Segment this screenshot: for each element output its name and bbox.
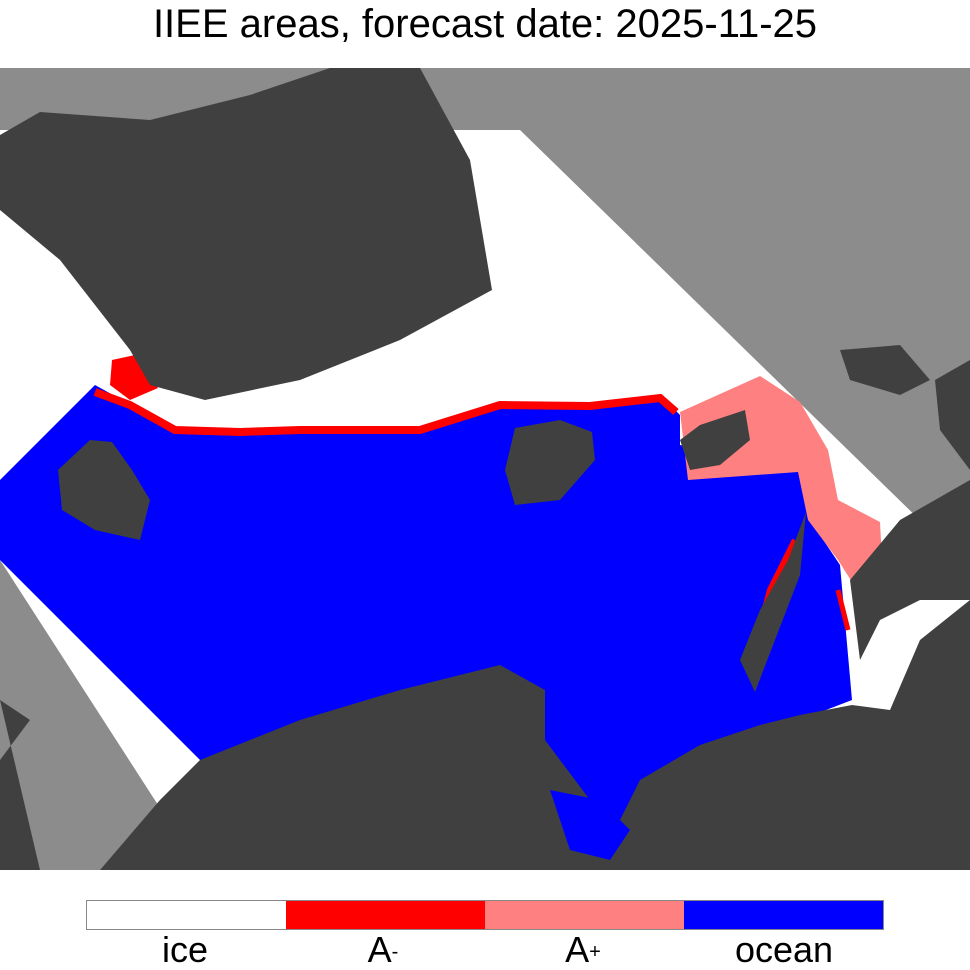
land-severnaya-zemlya — [840, 345, 930, 395]
iiee-map — [0, 68, 970, 870]
ocean-white-sea — [550, 790, 630, 860]
land-franz-josef — [680, 410, 750, 470]
legend-label-a-plus: A+ — [565, 929, 601, 970]
a-minus-area-east2 — [835, 589, 851, 631]
a-minus-area-west — [110, 355, 158, 400]
legend-swatch-ice — [87, 901, 286, 929]
land-novaya-zemlya — [740, 512, 806, 692]
land-svalbard — [505, 420, 595, 505]
map-title: IIEE areas, forecast date: 2025-11-25 — [152, 2, 818, 46]
land-greenland — [0, 68, 492, 400]
ocean-area — [0, 385, 852, 870]
legend-swatch-a-minus — [286, 901, 485, 929]
legend-swatch-ocean — [684, 901, 883, 929]
legend-label-ice: ice — [161, 929, 209, 970]
a-minus-area — [93, 388, 679, 437]
legend-colorbar — [86, 900, 884, 930]
land-eurasia — [0, 600, 970, 870]
legend-label-ocean: ocean — [734, 929, 834, 970]
land-taymyr — [935, 360, 970, 470]
land-eurasia-east — [850, 480, 970, 660]
legend-swatch-a-plus — [485, 901, 684, 929]
legend-label-a-minus: A- — [367, 929, 399, 970]
land-iceland — [58, 440, 150, 540]
